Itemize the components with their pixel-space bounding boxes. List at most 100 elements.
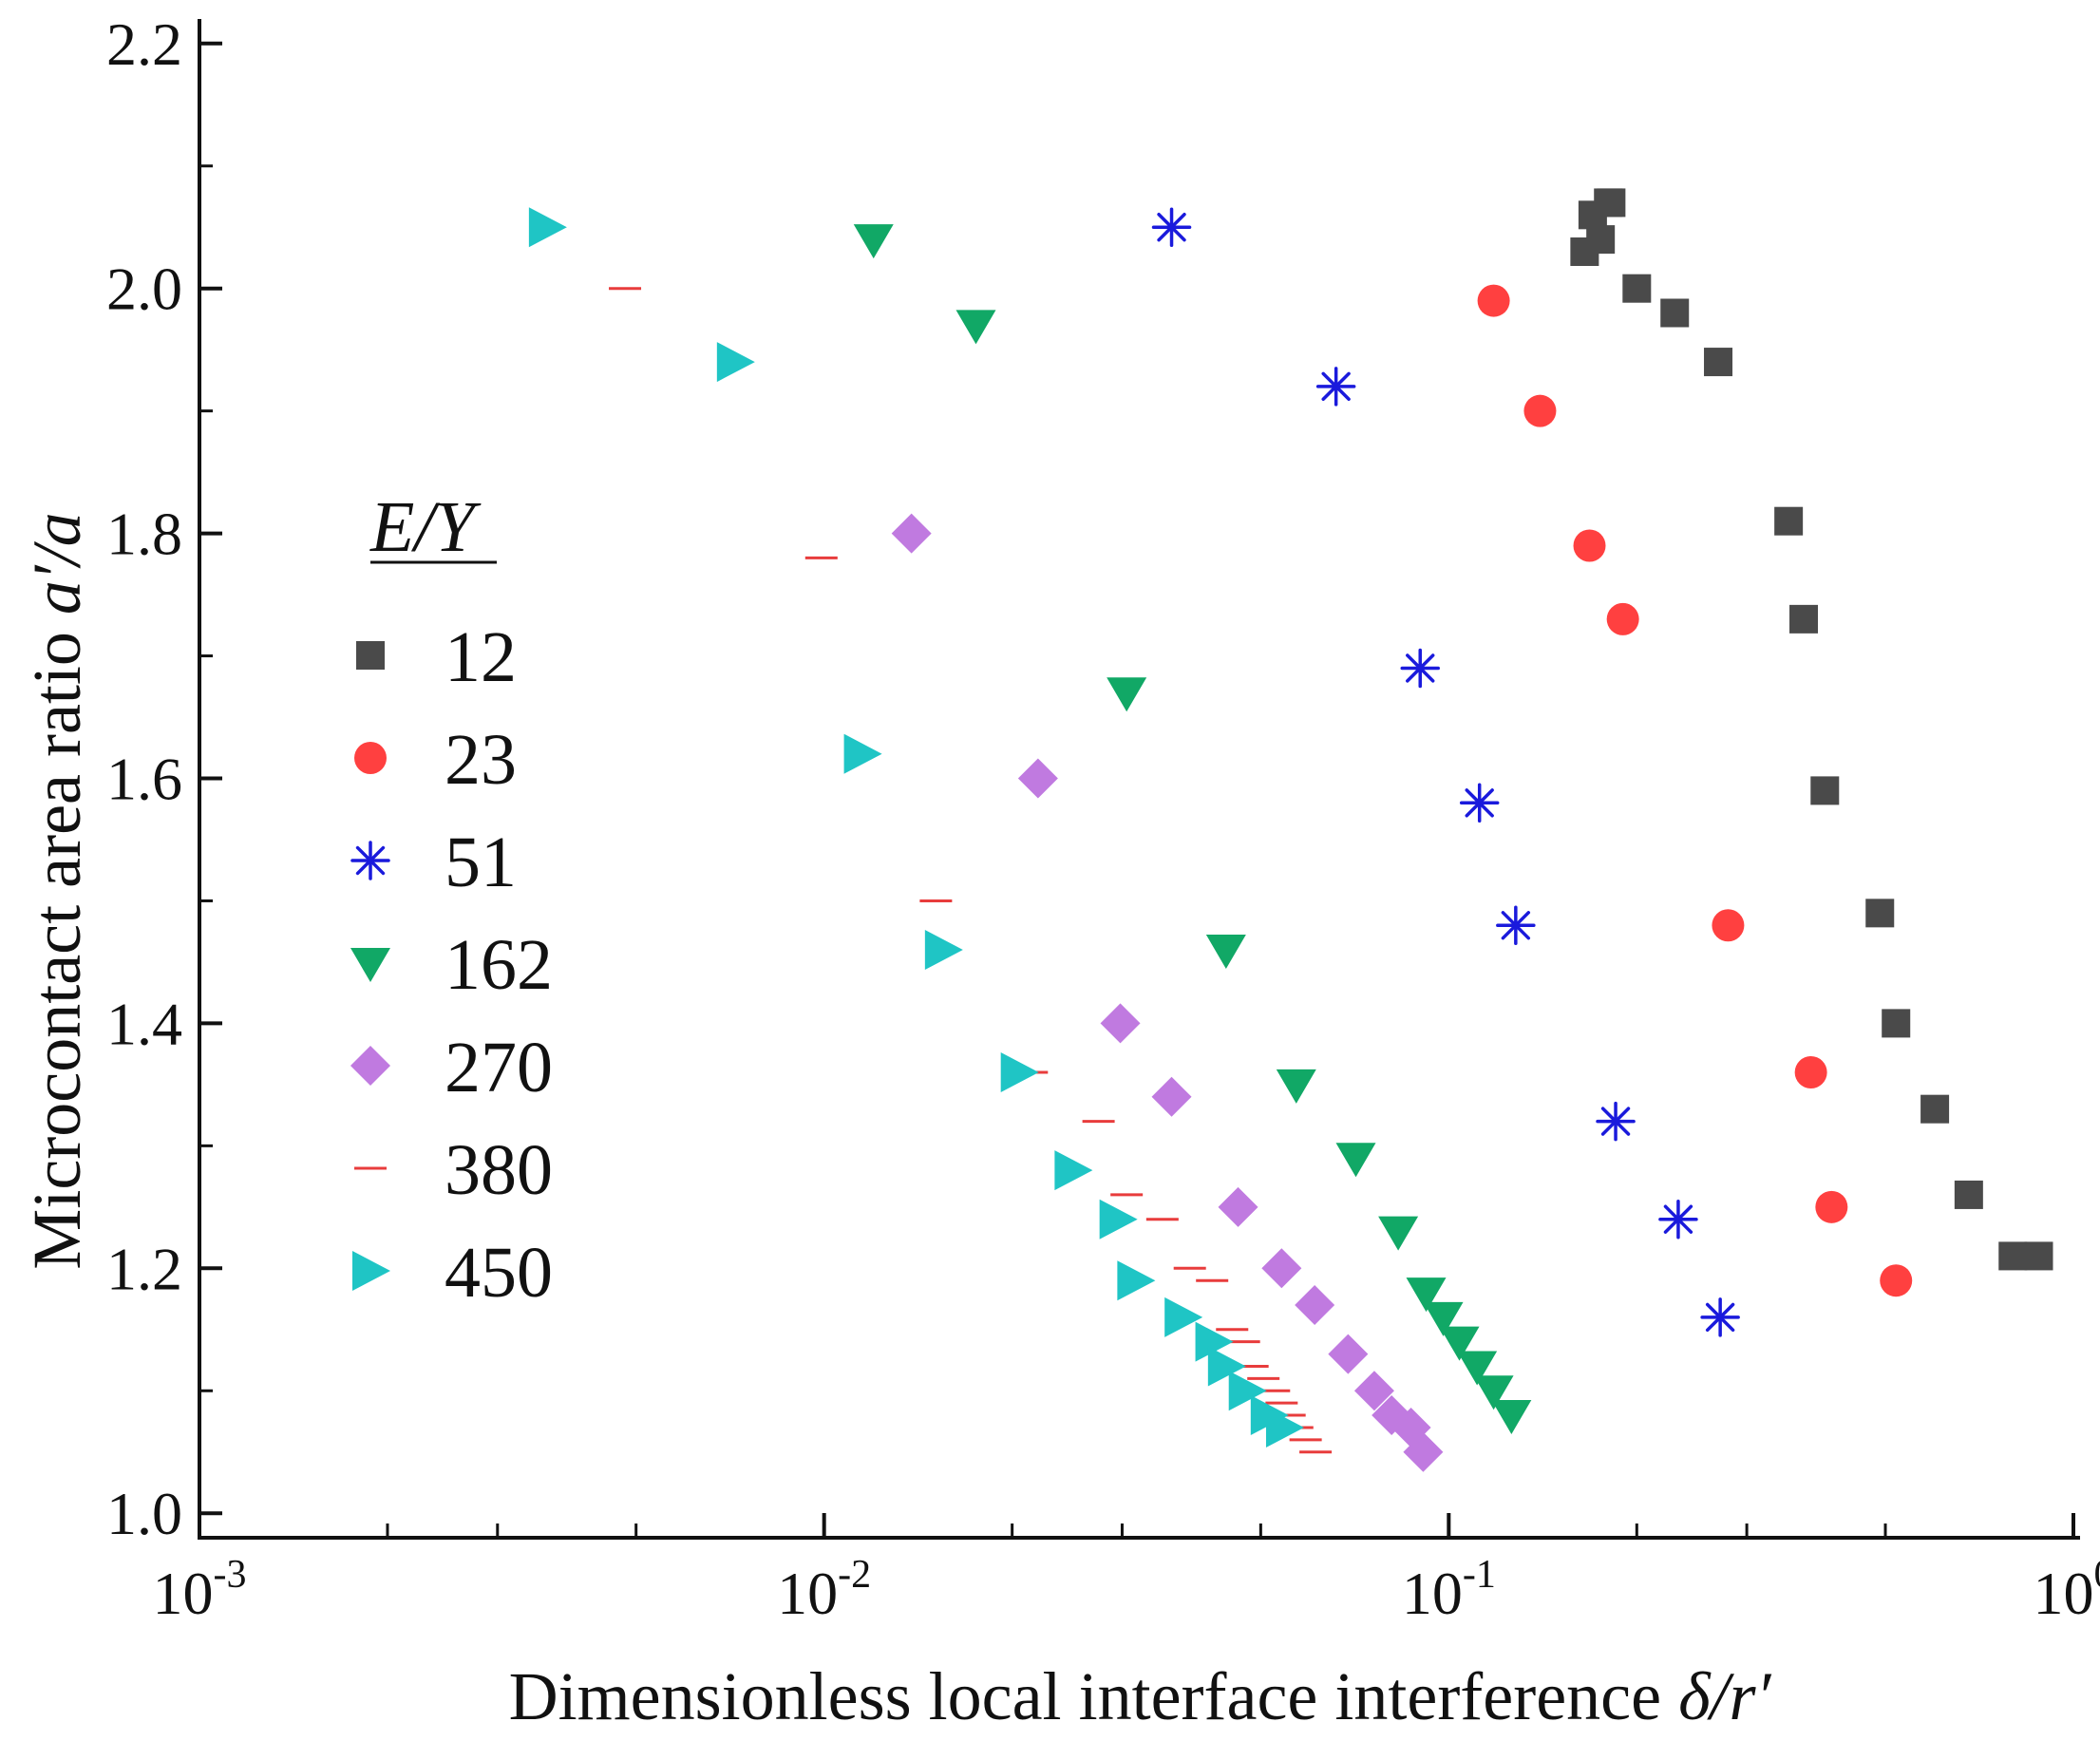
point-23-7	[1880, 1264, 1913, 1297]
data-points	[528, 188, 2053, 1472]
y-tick-label: 1.8	[106, 501, 182, 568]
series-450	[528, 207, 1304, 1448]
point-450-7	[1117, 1260, 1156, 1301]
point-162-2	[1107, 677, 1147, 712]
point-162-7	[1406, 1277, 1447, 1313]
series-162	[853, 224, 1532, 1435]
series-23	[1477, 284, 1913, 1297]
point-450-11	[1228, 1371, 1267, 1411]
point-12-11	[1865, 899, 1895, 928]
point-51-2	[1400, 648, 1440, 689]
legend-label-162: 162	[445, 925, 553, 1005]
point-162-0	[853, 224, 894, 259]
legend-item-23: 23	[354, 720, 517, 800]
legend-item-380: 380	[354, 1130, 553, 1210]
y-tick-label: 1.6	[106, 746, 182, 813]
y-axis-title-symbol: a′/a	[19, 512, 95, 615]
point-270-3	[1151, 1076, 1192, 1117]
x-ticks: 10-310-210-1100	[153, 1513, 2100, 1627]
point-270-1	[1017, 758, 1058, 799]
point-12-5	[1622, 274, 1652, 303]
x-tick-exponent: -2	[838, 1553, 871, 1597]
point-51-4	[1496, 905, 1536, 945]
point-162-10	[1457, 1351, 1498, 1386]
point-162-5	[1335, 1143, 1376, 1178]
point-270-5	[1261, 1248, 1302, 1289]
point-12-16	[2024, 1241, 2053, 1271]
x-tick-exponent: 0	[2094, 1553, 2100, 1597]
point-23-0	[1477, 284, 1510, 317]
point-450-5	[1054, 1150, 1093, 1191]
point-12-6	[1660, 298, 1690, 328]
legend-label-12: 12	[445, 617, 517, 697]
point-450-2	[843, 733, 882, 774]
point-23-5	[1794, 1055, 1827, 1088]
point-51-1	[1315, 367, 1356, 407]
point-51-6	[1658, 1199, 1698, 1240]
y-tick-label: 1.0	[106, 1480, 182, 1547]
series-12	[1570, 188, 2053, 1271]
x-tick-label: 10-2	[777, 1553, 871, 1627]
point-162-1	[955, 310, 996, 345]
y-axis-title-text: Microcontact area ratio	[19, 632, 95, 1270]
point-12-10	[1810, 776, 1840, 805]
point-162-4	[1276, 1069, 1316, 1104]
point-12-13	[1920, 1094, 1950, 1124]
x-tick-exponent: -3	[214, 1553, 247, 1597]
point-270-7	[1328, 1334, 1369, 1374]
legend-marker-51	[350, 841, 390, 880]
point-162-8	[1423, 1301, 1464, 1336]
x-axis-title-symbol: δ/r′	[1678, 1658, 1771, 1734]
point-23-2	[1573, 529, 1606, 562]
point-270-2	[1100, 1003, 1141, 1044]
legend-marker-162	[350, 948, 390, 982]
point-51-7	[1700, 1297, 1740, 1337]
point-162-11	[1473, 1375, 1514, 1410]
y-tick-label: 1.4	[106, 990, 182, 1057]
point-12-2	[1586, 225, 1616, 255]
series-380	[609, 287, 1333, 1454]
point-270-0	[891, 513, 932, 554]
legend-item-162: 162	[350, 925, 553, 1005]
y-tick-label: 2.0	[106, 255, 182, 323]
legend-item-450: 450	[352, 1233, 553, 1313]
point-12-8	[1774, 506, 1804, 536]
legend-marker-450	[352, 1251, 390, 1291]
point-51-5	[1596, 1101, 1636, 1142]
series-51	[1151, 207, 1740, 1337]
point-23-4	[1712, 909, 1745, 942]
x-axis-title: Dimensionless local interface interferen…	[509, 1658, 1772, 1734]
point-270-11	[1403, 1431, 1444, 1472]
point-12-9	[1789, 604, 1819, 634]
y-tick-label: 2.2	[106, 10, 182, 78]
point-162-6	[1378, 1216, 1419, 1251]
legend-item-270: 270	[350, 1028, 553, 1107]
legend-label-380: 380	[445, 1130, 553, 1210]
legend: E/Y 12 23 51 162 270 380 450	[350, 487, 553, 1313]
x-tick-exponent: -1	[1463, 1553, 1496, 1597]
legend-item-51: 51	[350, 823, 517, 902]
x-tick-base: 10	[1402, 1560, 1463, 1627]
x-tick-label: 100	[2034, 1553, 2100, 1627]
legend-marker-23	[354, 742, 387, 774]
x-tick-label: 10-1	[1402, 1553, 1496, 1627]
legend-title: E/Y	[369, 487, 482, 567]
legend-items: 12 23 51 162 270 380 450	[350, 617, 553, 1313]
point-162-3	[1205, 935, 1246, 970]
point-12-7	[1704, 348, 1733, 377]
x-tick-base: 10	[777, 1560, 838, 1627]
y-ticks: 1.0 1.2 1.4 1.6 1.8 2.0 2.2	[106, 10, 222, 1547]
x-tick-base: 10	[153, 1560, 214, 1627]
point-23-6	[1815, 1190, 1848, 1223]
series-270	[891, 513, 1444, 1472]
point-450-0	[528, 207, 567, 248]
point-450-13	[1265, 1407, 1304, 1448]
point-450-9	[1195, 1321, 1234, 1362]
point-23-3	[1606, 602, 1639, 635]
point-51-3	[1459, 783, 1500, 823]
x-tick-label: 10-3	[153, 1553, 247, 1627]
legend-label-23: 23	[445, 720, 517, 800]
legend-label-51: 51	[445, 823, 517, 902]
point-450-6	[1099, 1199, 1138, 1240]
